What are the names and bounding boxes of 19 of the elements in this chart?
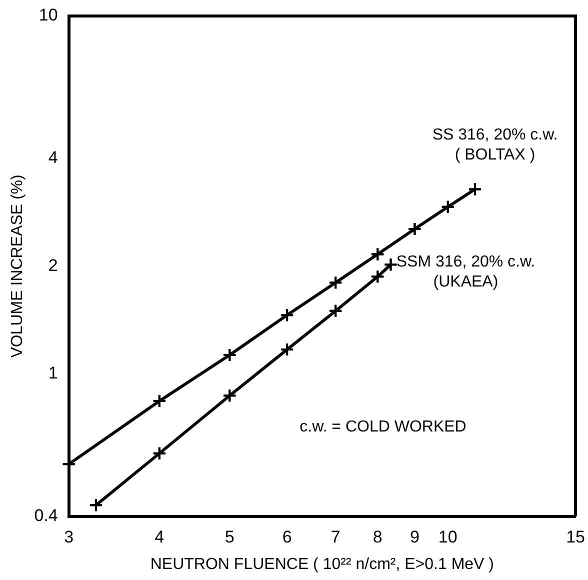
x-axis-title: NEUTRON FLUENCE ( 10²² n/cm², E>0.1 MeV ) [150,556,494,573]
series-label: SSM 316, 20% c.w. (UKAEA) [396,254,536,291]
x-tick-label: 10 [438,527,458,546]
text: SS 316, 20% c.w. ( BOLTAX ) [432,126,558,164]
x-tick-label: 15 [566,527,586,546]
y-tick-label: 1 [48,364,58,383]
y-tick-label: 10 [38,6,58,25]
annotation: c.w. = COLD WORKED [300,418,466,436]
y-axis-title: VOLUME INCREASE (%) [9,174,26,358]
x-tick-label: 8 [372,527,382,546]
x-tick-label: 3 [64,527,74,546]
y-tick-label: 4 [48,148,58,168]
x-tick-label: 7 [330,527,340,546]
x-tick-label: 5 [224,527,234,546]
x-tick-label: 4 [154,527,164,546]
y-tick-label: 2 [48,256,58,275]
x-tick-label: 9 [410,527,420,546]
x-tick-label: 6 [282,527,292,546]
y-tick-label: 0.4 [34,506,58,526]
